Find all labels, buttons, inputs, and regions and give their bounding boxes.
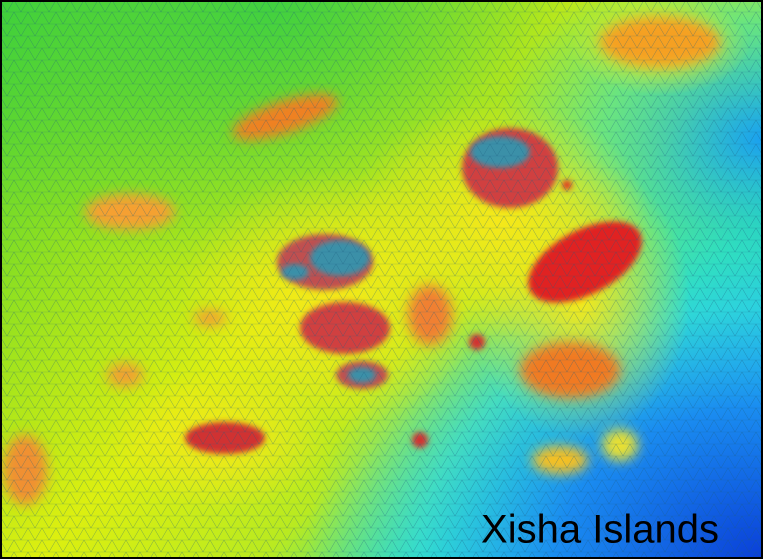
- map-label: Xisha Islands: [481, 508, 719, 552]
- mesh-grid: [0, 0, 763, 559]
- mesh-map: Xisha Islands: [0, 0, 763, 559]
- page: Xisha Islands (() => { const data = JSON…: [0, 0, 763, 559]
